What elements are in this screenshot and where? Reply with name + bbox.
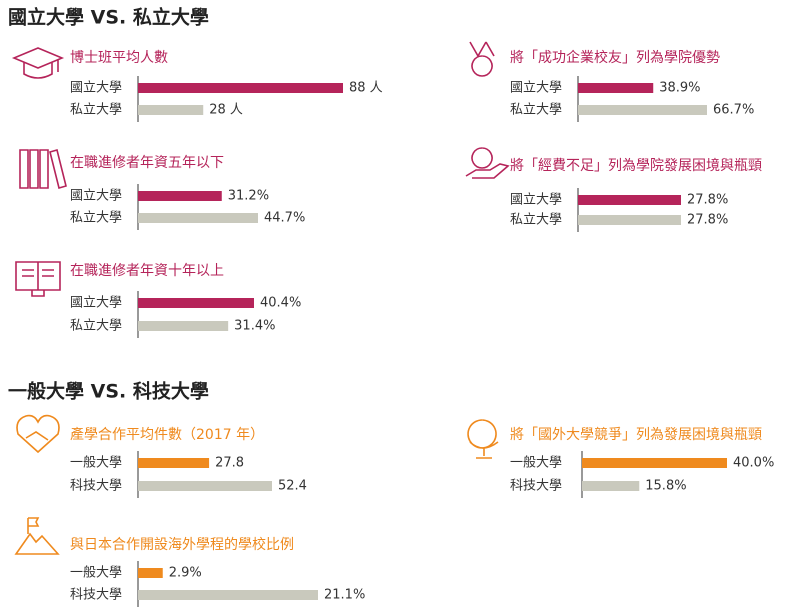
value-label: 31.2%: [228, 189, 269, 204]
chart-title: 將「經費不足」列為學院發展困境與瓶頸: [510, 158, 762, 174]
bar: [138, 298, 254, 308]
value-label: 15.8%: [645, 479, 686, 494]
chart-title: 與日本合作開設海外學程的學校比例: [70, 536, 294, 553]
chart-title: 在職進修者年資五年以下: [70, 155, 224, 171]
value-label: 27.8%: [687, 193, 728, 208]
category-label: 一般大學: [510, 455, 562, 471]
category-label: 私立大學: [70, 319, 122, 334]
bar: [578, 83, 654, 93]
bar: [582, 481, 640, 491]
bar: [578, 105, 707, 115]
bar: [578, 215, 681, 225]
value-label: 38.9%: [659, 81, 700, 96]
value-label: 40.0%: [733, 456, 774, 471]
category-label: 一般大學: [70, 455, 122, 471]
handshake-icon: [16, 414, 60, 454]
category-label: 國立大學: [510, 81, 562, 96]
value-label: 66.7%: [713, 103, 754, 118]
category-label: 國立大學: [70, 81, 122, 96]
globe-icon: [467, 419, 499, 459]
bar: [138, 83, 343, 93]
category-label: 一般大學: [70, 565, 122, 581]
mountain-icon: [14, 517, 60, 555]
chart-title: 產學合作平均件數（2017 年）: [70, 426, 264, 443]
category-label: 國立大學: [510, 193, 562, 208]
category-label: 私立大學: [70, 211, 122, 226]
category-label: 國立大學: [70, 296, 122, 311]
bar: [138, 213, 258, 223]
chart-title: 將「國外大學競爭」列為發展困境與瓶頸: [510, 427, 762, 443]
value-label: 28 人: [209, 103, 243, 118]
bar: [578, 195, 681, 205]
category-label: 科技大學: [70, 588, 122, 603]
value-label: 88 人: [349, 81, 383, 96]
value-label: 27.8: [215, 456, 244, 471]
bar: [138, 458, 210, 468]
bar: [138, 105, 204, 115]
chart-title: 在職進修者年資十年以上: [70, 263, 224, 279]
value-label: 40.4%: [260, 296, 301, 311]
bar: [582, 458, 727, 468]
value-label: 2.9%: [169, 566, 202, 581]
category-label: 科技大學: [510, 479, 562, 494]
medal-icon: [469, 41, 495, 77]
books-icon: [19, 149, 67, 189]
value-label: 27.8%: [687, 213, 728, 228]
bar: [138, 481, 272, 491]
value-label: 44.7%: [264, 211, 305, 226]
bar: [138, 590, 318, 600]
category-label: 私立大學: [510, 103, 562, 118]
chart-title: 將「成功企業校友」列為學院優勢: [510, 49, 720, 66]
value-label: 31.4%: [234, 319, 275, 334]
category-label: 國立大學: [70, 189, 122, 204]
section-title: 國立大學 VS. 私立大學: [8, 6, 209, 29]
section-title: 一般大學 VS. 科技大學: [8, 380, 209, 403]
icons: [11, 41, 510, 297]
bar: [138, 321, 229, 331]
value-label: 52.4: [278, 479, 307, 494]
bar: [138, 568, 163, 578]
category-label: 私立大學: [510, 213, 562, 228]
cap-icon: [11, 47, 65, 79]
category-label: 科技大學: [70, 479, 122, 494]
money-icon: [465, 147, 510, 179]
book-icon: [15, 261, 61, 297]
icons: [14, 414, 499, 555]
value-label: 21.1%: [324, 588, 365, 603]
chart-title: 博士班平均人數: [70, 49, 168, 66]
category-label: 私立大學: [70, 103, 122, 118]
bar: [138, 191, 222, 201]
